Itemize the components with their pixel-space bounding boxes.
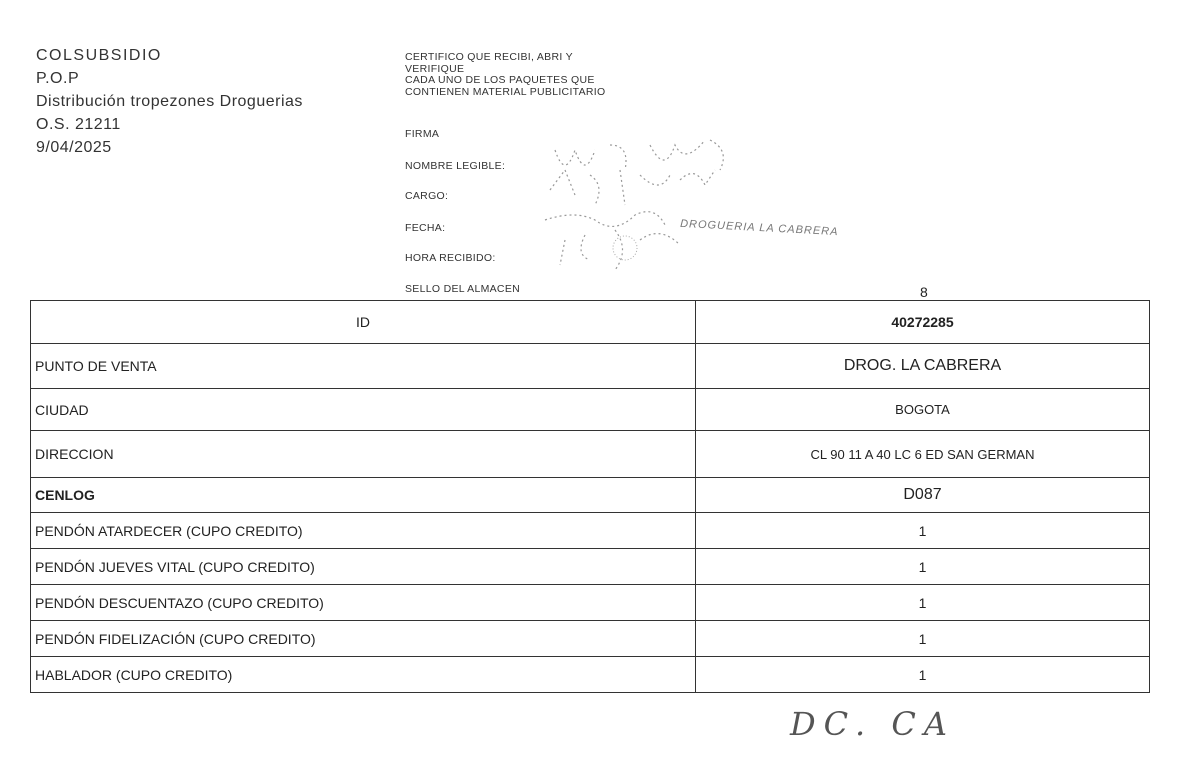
row-label: ID: [30, 300, 696, 344]
row-label: CENLOG: [30, 477, 696, 513]
table-row: PENDÓN ATARDECER (CUPO CREDITO) 1: [30, 512, 1150, 549]
certificate-statement: CERTIFICO QUE RECIBI, ABRI Y VERIFIQUE C…: [405, 51, 606, 98]
row-value: 40272285: [695, 300, 1150, 344]
cert-line: CONTIENEN MATERIAL PUBLICITARIO: [405, 85, 606, 98]
row-value: D087: [695, 477, 1150, 513]
header-order: O.S. 21211: [36, 116, 121, 133]
row-label: PENDÓN JUEVES VITAL (CUPO CREDITO): [30, 548, 696, 585]
field-fecha: FECHA:: [405, 222, 446, 234]
table-row: DIRECCION CL 90 11 A 40 LC 6 ED SAN GERMA…: [30, 430, 1150, 478]
table-row: ID 40272285: [30, 300, 1150, 344]
header-description: Distribución tropezones Droguerias: [36, 93, 303, 110]
delivery-table: ID 40272285 PUNTO DE VENTA DROG. LA CABRERA…: [30, 300, 1150, 693]
cert-line: CERTIFICO QUE RECIBI, ABRI Y: [405, 51, 573, 63]
row-label: PENDÓN FIDELIZACIÓN (CUPO CREDITO): [30, 620, 696, 657]
table-row: HABLADOR (CUPO CREDITO) 1: [30, 656, 1150, 693]
cert-line: VERIFIQUE: [405, 62, 465, 75]
table-row: PENDÓN FIDELIZACIÓN (CUPO CREDITO) 1: [30, 620, 1150, 657]
row-label: PENDÓN ATARDECER (CUPO CREDITO): [30, 512, 696, 549]
row-label: CIUDAD: [30, 388, 696, 431]
row-label: DIRECCION: [30, 430, 696, 478]
document-header: COLSUBSIDIO P.O.P Distribución tropezone…: [36, 44, 303, 159]
page-number: 8: [920, 284, 928, 300]
field-cargo: CARGO:: [405, 190, 449, 202]
row-label: HABLADOR (CUPO CREDITO): [30, 656, 696, 693]
cert-line: CADA UNO DE LOS PAQUETES QUE: [405, 74, 595, 86]
field-firma: FIRMA: [405, 128, 440, 140]
company-name: COLSUBSIDIO: [36, 47, 162, 64]
table-row: PENDÓN DESCUENTAZO (CUPO CREDITO) 1: [30, 584, 1150, 621]
row-value: DROG. LA CABRERA: [695, 343, 1150, 389]
row-value: 1: [695, 620, 1150, 657]
bottom-signature: DC. CA: [790, 705, 955, 743]
header-date: 9/04/2025: [36, 139, 112, 156]
table-row: PENDÓN JUEVES VITAL (CUPO CREDITO) 1: [30, 548, 1150, 585]
field-nombre: NOMBRE LEGIBLE:: [405, 160, 506, 172]
header-pop: P.O.P: [36, 70, 80, 87]
handwritten-signature: [544, 139, 724, 271]
row-value: 1: [695, 548, 1150, 585]
row-value: CL 90 11 A 40 LC 6 ED SAN GERMAN: [695, 430, 1150, 478]
row-value: 1: [695, 584, 1150, 621]
row-value: 1: [695, 656, 1150, 693]
row-value: BOGOTA: [695, 388, 1150, 431]
table-row: CENLOG D087: [30, 477, 1150, 513]
table-row: PUNTO DE VENTA DROG. LA CABRERA: [30, 343, 1150, 389]
row-label: PUNTO DE VENTA: [30, 343, 696, 389]
row-label: PENDÓN DESCUENTAZO (CUPO CREDITO): [30, 584, 696, 621]
field-sello: SELLO DEL ALMACEN: [405, 283, 521, 295]
row-value: 1: [695, 512, 1150, 549]
table-row: CIUDAD BOGOTA: [30, 388, 1150, 431]
field-hora: HORA RECIBIDO:: [405, 252, 496, 264]
